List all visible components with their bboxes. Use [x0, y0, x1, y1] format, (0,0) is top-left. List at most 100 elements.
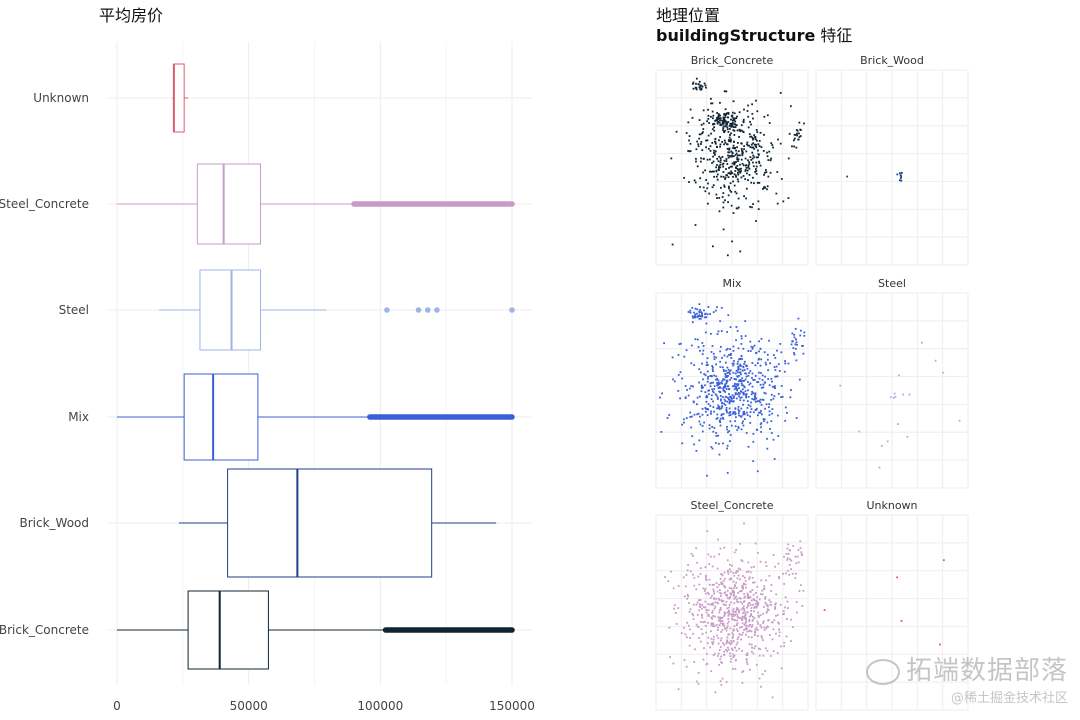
scatter-point [896, 576, 899, 579]
scatter-point [728, 148, 731, 151]
scatter-point [661, 392, 663, 395]
scatter-point [751, 620, 754, 622]
scatter-point [688, 610, 691, 613]
scatter-point [772, 438, 775, 441]
scatter-point [788, 563, 791, 566]
scatter-point [750, 158, 753, 161]
scatter-point [795, 562, 798, 565]
scatter-point [707, 403, 710, 405]
scatter-point [703, 309, 705, 312]
scatter-point [765, 627, 768, 630]
scatter-point [689, 311, 692, 314]
scatter-point [701, 425, 704, 427]
scatter-point [739, 542, 742, 545]
scatter-point [724, 141, 727, 144]
scatter-point [775, 593, 778, 596]
scatter-point [696, 140, 699, 143]
scatter-point [749, 370, 752, 372]
scatter-point [777, 562, 780, 565]
scatter-point [747, 445, 750, 448]
scatter-point [734, 585, 736, 587]
scatter-point [787, 362, 790, 365]
scatter-point [747, 561, 750, 564]
scatter-point [748, 144, 750, 147]
scatter-point [737, 368, 739, 371]
scatter-point [736, 619, 739, 622]
scatter-point [774, 375, 777, 378]
scatter-point [693, 413, 696, 416]
scatter-point [719, 345, 722, 348]
scatter-point [771, 621, 774, 624]
scatter-point [728, 604, 731, 606]
scatter-point [750, 135, 753, 138]
scatter-point [745, 395, 748, 397]
scatter-point [711, 162, 713, 164]
scatter-point [735, 378, 738, 381]
scatter-point [746, 592, 749, 595]
scatter-point [734, 120, 737, 123]
scatter-point [757, 143, 760, 146]
scatter-point [799, 135, 802, 137]
scatter-point [899, 172, 901, 175]
scatter-point [725, 388, 728, 390]
scatter-point [683, 176, 686, 179]
scatter-point [754, 631, 756, 634]
scatter-point [784, 362, 787, 365]
scatter-point [673, 380, 676, 383]
scatter-point [723, 592, 726, 595]
scatter-point [740, 147, 743, 150]
scatter-point [740, 124, 743, 127]
scatter-point [741, 615, 744, 618]
scatter-point [754, 168, 757, 170]
scatter-point [693, 584, 696, 587]
scatter-point [704, 331, 707, 334]
scatter-point [730, 191, 733, 193]
scatter-point [747, 166, 750, 169]
scatter-point [892, 397, 895, 399]
scatter-point [745, 661, 748, 664]
scatter-point [691, 435, 694, 438]
scatter-point [751, 161, 754, 164]
scatter-point [740, 633, 743, 636]
scatter-point [795, 417, 798, 419]
scatter-point [728, 578, 731, 581]
scatter-point [700, 123, 703, 126]
scatter-point [703, 621, 706, 623]
scatter-point [761, 636, 763, 639]
scatter-point [712, 590, 715, 593]
scatter-point [686, 621, 689, 624]
scatter-point [749, 205, 751, 208]
scatter-point [710, 637, 713, 640]
scatter-point [721, 629, 724, 631]
scatter-point [730, 204, 733, 207]
scatter-point [718, 408, 721, 411]
scatter-point [736, 638, 739, 640]
scatter-point [740, 149, 743, 152]
scatter-point [711, 102, 714, 105]
scatter-point [749, 350, 752, 352]
scatter-point [764, 186, 766, 189]
scatter-point [721, 622, 724, 625]
scatter-point [702, 171, 705, 174]
scatter-point [717, 160, 720, 163]
scatter-point [728, 587, 731, 589]
scatter-point [760, 404, 763, 406]
scatter-point [729, 652, 731, 655]
scatter-point [759, 411, 762, 414]
scatter-point [722, 171, 725, 173]
scatter-point [795, 359, 798, 362]
scatter-point [708, 192, 711, 195]
scatter-point [766, 114, 769, 117]
scatter-point [688, 150, 691, 153]
scatter-point [744, 335, 747, 337]
scatter-point [708, 563, 711, 565]
scatter-point [702, 658, 705, 661]
scatter-point [762, 149, 765, 152]
scatter-point [689, 608, 692, 611]
scatter-point [740, 428, 743, 431]
scatter-point [737, 154, 739, 157]
scatter-point [797, 561, 800, 564]
scatter-point [767, 369, 770, 372]
scatter-point [756, 620, 759, 623]
scatter-point [695, 603, 698, 606]
